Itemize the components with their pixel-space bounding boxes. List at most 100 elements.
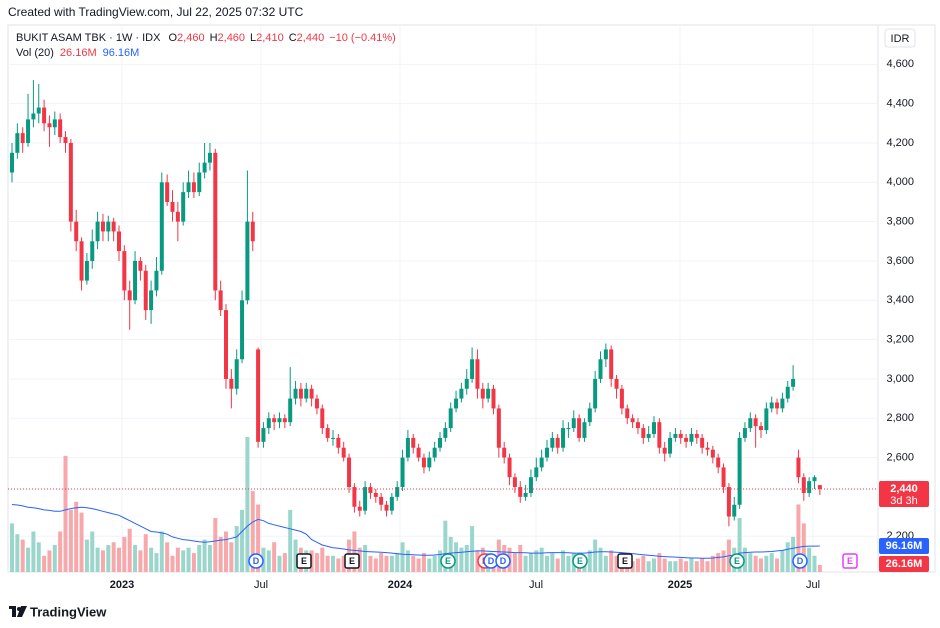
volume-bar [288,509,293,572]
candle-body [801,477,806,493]
candle-body [175,211,180,222]
volume-bar [759,558,763,572]
volume-bar [293,539,298,572]
symbol: BUKIT ASAM TBK · 1W · IDX [16,32,161,44]
event-marker [248,553,264,569]
candle-body [769,402,774,409]
event-label: D [500,556,507,566]
candle-body [298,388,303,399]
volume-bar [705,561,710,572]
last-price-box [879,481,929,508]
candle-body [512,477,517,488]
candle-body [191,182,196,193]
candle-body [15,133,20,153]
candle-body [523,492,528,497]
volume-bar [90,531,95,572]
volume-bar [117,547,121,572]
volume-box [879,556,929,572]
candle-body [250,221,255,242]
volume-bar [405,550,410,572]
candle-body [475,359,480,389]
candle-body [518,487,523,497]
header: Created with TradingView.com, Jul 22, 20… [8,5,304,19]
candle-body [614,378,619,389]
volume-bar [528,553,533,572]
candle-body [170,201,175,212]
candle-body [710,449,715,458]
candle-body [347,457,352,488]
volume-bar [587,550,592,572]
candle-body [742,428,747,438]
legend: BUKIT ASAM TBK · 1W · IDX O2,460 H2,460 L2,… [16,32,396,44]
candle-body [261,428,266,442]
volume-bar [272,542,277,572]
candle-body [106,221,111,232]
x-tick-label: 2024 [388,579,413,591]
candle-body [625,408,630,419]
candle-body [405,437,410,458]
candle-body [74,221,79,242]
candle-body [42,107,47,124]
candle-body [309,388,314,399]
volume-bar [240,509,245,572]
x-tick-label: 2025 [668,579,692,591]
volume-bar [165,542,170,572]
volume-bar [10,523,14,572]
candle-body [207,152,212,163]
volume-bar [395,553,400,572]
volume-bar [186,547,191,572]
candle-body [619,388,624,409]
volume-bar [534,550,539,572]
volume-bar [785,542,790,572]
volume-bar [245,437,250,572]
candle-body [555,437,560,448]
y-tick-label: 2,800 [886,412,914,424]
candle-body [571,418,576,429]
candle-body [52,119,57,128]
countdown-label: 3d 3h [890,495,918,507]
candle-body [598,359,603,379]
volume-bar [764,555,769,572]
volume-bar [652,558,656,572]
volume-bar [368,555,373,572]
event-label: E [734,556,740,566]
candle-body [304,388,309,399]
candle-body [459,388,464,399]
volume-bar [250,491,255,572]
volume-bar [336,558,341,572]
volume-bar [20,539,25,572]
candle-body [796,457,801,478]
legend-key: H [210,32,218,44]
volume-bar [555,558,560,572]
currency[interactable]: IDR [891,33,910,45]
volume-bar [635,558,640,572]
candle-body [293,388,298,399]
volume-bar [373,558,378,572]
volume-bar [614,555,619,572]
candle-body [593,378,598,409]
volume-bar [154,553,159,572]
volume-bar [603,555,608,572]
x-tick-label: Jul [806,579,820,591]
candle-body [775,402,780,409]
candle-body [165,182,170,202]
candle-body [491,388,496,409]
event-marker [344,553,360,569]
candle-body [213,152,218,291]
candle-body [668,437,673,454]
volume-bar [218,536,223,572]
volume-bar [694,561,699,572]
candle-body [47,123,52,128]
candle-body [320,408,325,429]
candle-body [646,433,651,438]
volume-bar [63,455,68,572]
currency-box[interactable] [884,28,916,48]
volume-bar [710,555,715,572]
candle-body [272,418,277,423]
candle-body [389,496,394,511]
candle-body [240,300,245,360]
candle-body [224,310,228,379]
volume-bar [149,547,154,572]
candle-body [566,428,571,430]
